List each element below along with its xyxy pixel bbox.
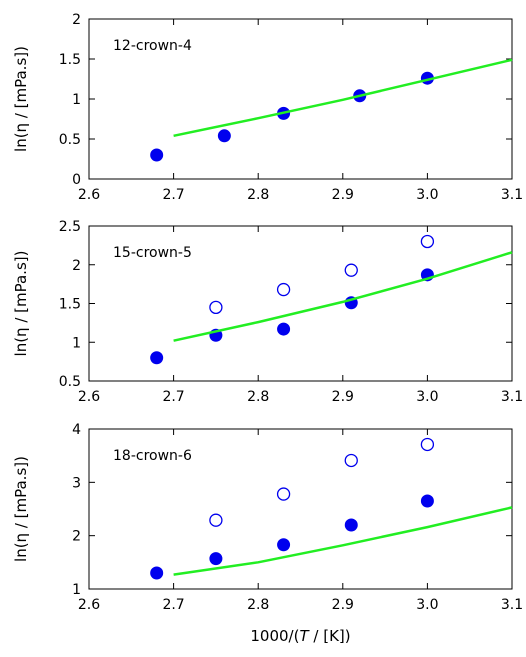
data-point-open <box>209 513 223 527</box>
fit-line <box>173 58 513 138</box>
x-tick-label: 2.6 <box>78 187 100 203</box>
y-tick-label: 0.5 <box>59 132 81 148</box>
y-tick-label: 1.5 <box>59 297 81 313</box>
data-point-open <box>276 282 291 297</box>
x-tick-label: 2.8 <box>247 187 269 203</box>
data-point-filled <box>217 129 231 143</box>
data-point-open <box>420 234 435 249</box>
y-tick-label: 1 <box>72 582 81 598</box>
y-tick-label: 2 <box>72 258 81 274</box>
data-point-filled <box>150 351 164 365</box>
x-tick-label: 2.7 <box>162 597 184 613</box>
x-tick-label: 2.8 <box>247 597 269 613</box>
y-tick-label: 1 <box>72 335 81 351</box>
data-point-open <box>344 453 358 468</box>
y-tick-label: 1 <box>72 92 81 108</box>
x-tick-label: 2.7 <box>162 187 184 203</box>
data-point-open <box>420 437 435 452</box>
panel-label: 15-crown-5 <box>113 245 192 261</box>
x-tick-label: 2.6 <box>78 597 100 613</box>
y-tick-label: 2 <box>72 529 81 545</box>
y-tick-label: 1.5 <box>59 52 81 68</box>
data-point-open <box>209 300 223 315</box>
x-tick-label: 3.0 <box>416 389 438 405</box>
x-tick-label: 3.0 <box>416 597 438 613</box>
panel-label: 18-crown-6 <box>113 448 192 464</box>
panel-18-crown-6: 18-crown-6 ln(η / [mPa.s]) 2.6 2.7 2.8 2.9 3… <box>12 422 523 613</box>
data-point-filled <box>150 566 164 580</box>
x-tick-label: 3.1 <box>501 187 523 203</box>
y-tick-label: 2.5 <box>59 219 81 235</box>
panel-label: 12-crown-4 <box>113 38 192 54</box>
x-tick-label: 3.0 <box>416 187 438 203</box>
y-tick-label: 2 <box>72 12 81 28</box>
x-axis-label: 1000/(T / [K]) <box>250 627 350 645</box>
x-tick-label: 2.8 <box>247 389 269 405</box>
plot-frame <box>88 428 513 590</box>
x-tick-label: 2.7 <box>162 389 184 405</box>
x-tick-label: 2.6 <box>78 389 100 405</box>
data-point-open <box>276 487 291 501</box>
x-tick-label: 2.9 <box>332 187 354 203</box>
y-tick-label: 0.5 <box>59 374 81 390</box>
x-tick-label: 2.9 <box>332 597 354 613</box>
y-tick-label: 0 <box>72 172 81 188</box>
y-tick-label: 3 <box>72 475 81 491</box>
data-point-filled <box>277 538 291 552</box>
y-axis-label: ln(η / [mPa.s]) <box>12 251 30 357</box>
x-axis-label-prefix: 1000/( <box>250 627 299 645</box>
fit-line <box>173 506 513 576</box>
x-axis-label-variable: T <box>299 627 310 645</box>
x-axis-label-suffix: / [K]) <box>309 627 351 645</box>
x-tick-label: 3.1 <box>501 597 523 613</box>
y-tick-label: 4 <box>72 422 81 438</box>
data-point-filled <box>150 148 164 162</box>
x-tick-label: 3.1 <box>501 389 523 405</box>
data-point-filled <box>209 552 223 566</box>
y-axis-label: ln(η / [mPa.s]) <box>12 456 30 562</box>
y-axis-label: ln(η / [mPa.s]) <box>12 46 30 152</box>
x-tick-label: 2.9 <box>332 389 354 405</box>
fit-line <box>173 251 513 342</box>
panel-12-crown-4: 12-crown-4 ln(η / [mPa.s]) 2.6 2.7 2.8 2.9 3… <box>12 12 523 203</box>
panel-15-crown-5: 15-crown-5 ln(η / [mPa.s]) 2.6 2.7 2.8 2.9 3… <box>12 219 523 405</box>
data-point-filled <box>420 494 434 508</box>
data-point-filled <box>277 322 291 336</box>
data-point-open <box>344 263 358 277</box>
data-point-filled <box>344 518 358 532</box>
